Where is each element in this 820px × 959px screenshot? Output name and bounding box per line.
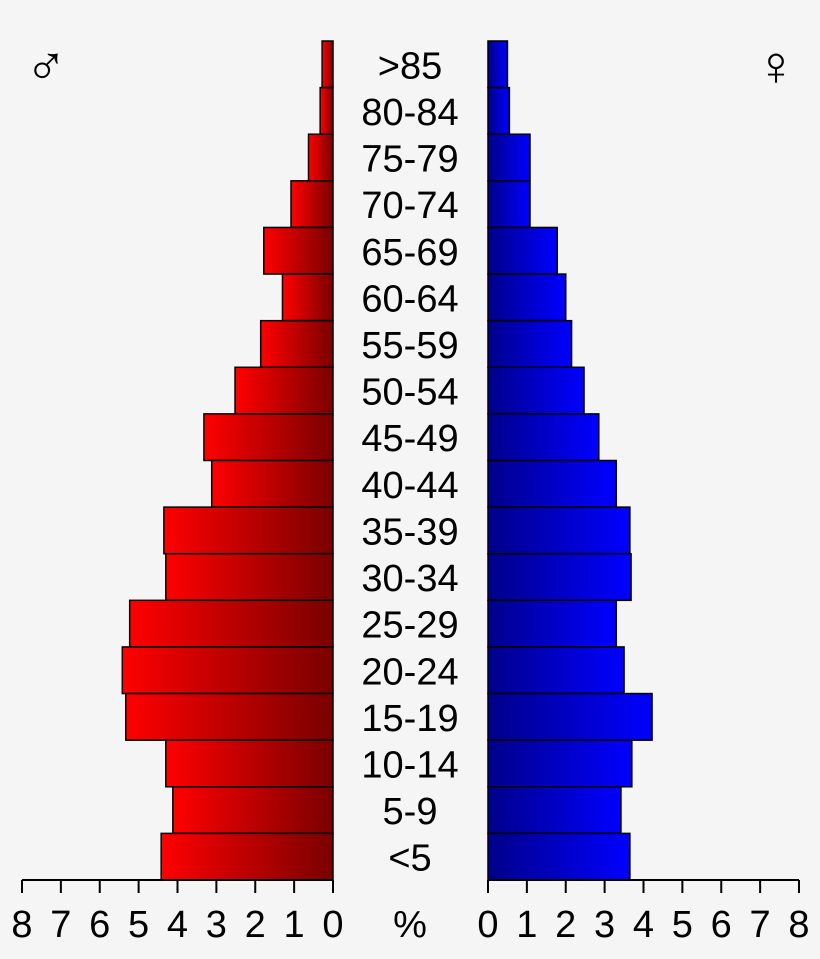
axis-tick-label: 1: [284, 904, 305, 946]
female-bar: [487, 832, 631, 881]
female-bar: [487, 133, 531, 182]
axis-tick-label: 8: [788, 904, 809, 946]
female-bar: [487, 40, 509, 89]
female-bar: [487, 692, 653, 741]
female-bar: [487, 786, 622, 835]
age-group-label: 20-24: [361, 651, 458, 693]
male-bar: [165, 552, 334, 602]
age-group-label: 30-34: [361, 558, 458, 600]
axis-tick-label: 4: [167, 904, 188, 946]
female-bar: [487, 459, 618, 508]
axis-tick-label: 3: [206, 904, 227, 946]
male-bar: [121, 646, 334, 695]
male-bar: [281, 273, 334, 322]
male-bar: [321, 40, 334, 89]
male-bar: [307, 133, 334, 182]
axis-tick-label: 6: [89, 904, 110, 946]
female-bar: [487, 413, 600, 462]
age-group-label: >85: [378, 45, 442, 87]
female-bar: [487, 739, 633, 788]
female-bar: [487, 646, 625, 695]
male-bars: [121, 40, 334, 881]
female-bar: [487, 599, 618, 648]
age-group-label: <5: [388, 838, 431, 880]
axis-tick-label: 2: [555, 904, 576, 946]
axis-tick-label: 8: [11, 904, 32, 946]
axis-tick-label: 7: [50, 904, 71, 946]
axis-tick-label: 0: [322, 904, 343, 946]
female-bar: [487, 552, 632, 602]
axis-tick-label: 2: [245, 904, 266, 946]
male-bar: [172, 786, 334, 835]
male-bar: [234, 366, 334, 415]
male-bar: [165, 739, 334, 788]
age-group-label: 5-9: [383, 791, 438, 833]
female-bar: [487, 226, 558, 275]
age-group-label: 50-54: [361, 372, 458, 414]
male-bar: [210, 459, 334, 508]
age-group-label: 75-79: [361, 139, 458, 181]
male-bar: [125, 692, 334, 741]
age-group-label: 70-74: [361, 185, 458, 227]
age-group-label: 15-19: [361, 698, 458, 740]
male-bar: [203, 413, 334, 462]
male-bar: [160, 832, 334, 881]
unit-label: %: [393, 904, 427, 946]
female-bar: [487, 319, 573, 369]
axis-tick-label: 1: [516, 904, 537, 946]
axis-tick-label: 4: [633, 904, 654, 946]
male-bar: [319, 86, 334, 135]
male-bar: [128, 599, 334, 648]
female-symbol: ♀: [755, 34, 797, 97]
female-bar: [487, 86, 511, 135]
age-group-label: 80-84: [361, 92, 458, 134]
age-group-label: 65-69: [361, 232, 458, 274]
male-bar: [259, 319, 334, 369]
age-group-label: 40-44: [361, 465, 458, 507]
age-group-label: 25-29: [361, 605, 458, 647]
male-bar: [263, 226, 334, 275]
age-group-label: 35-39: [361, 511, 458, 553]
age-group-label: 60-64: [361, 278, 458, 320]
male-symbol: ♂: [25, 34, 67, 97]
female-bar: [487, 366, 585, 415]
age-group-label: 45-49: [361, 418, 458, 460]
female-bar: [487, 506, 631, 555]
axis-tick-label: 5: [128, 904, 149, 946]
age-group-label: 10-14: [361, 744, 458, 786]
female-bar: [487, 273, 567, 322]
male-bar: [163, 506, 334, 555]
female-bar: [487, 180, 531, 229]
axis-tick-label: 7: [750, 904, 771, 946]
axis-tick-label: 0: [477, 904, 498, 946]
female-bars: [487, 40, 653, 881]
age-group-label: 55-59: [361, 325, 458, 367]
axis-tick-label: 6: [711, 904, 732, 946]
axis-tick-label: 5: [672, 904, 693, 946]
axis-tick-label: 3: [594, 904, 615, 946]
male-bar: [290, 180, 334, 229]
